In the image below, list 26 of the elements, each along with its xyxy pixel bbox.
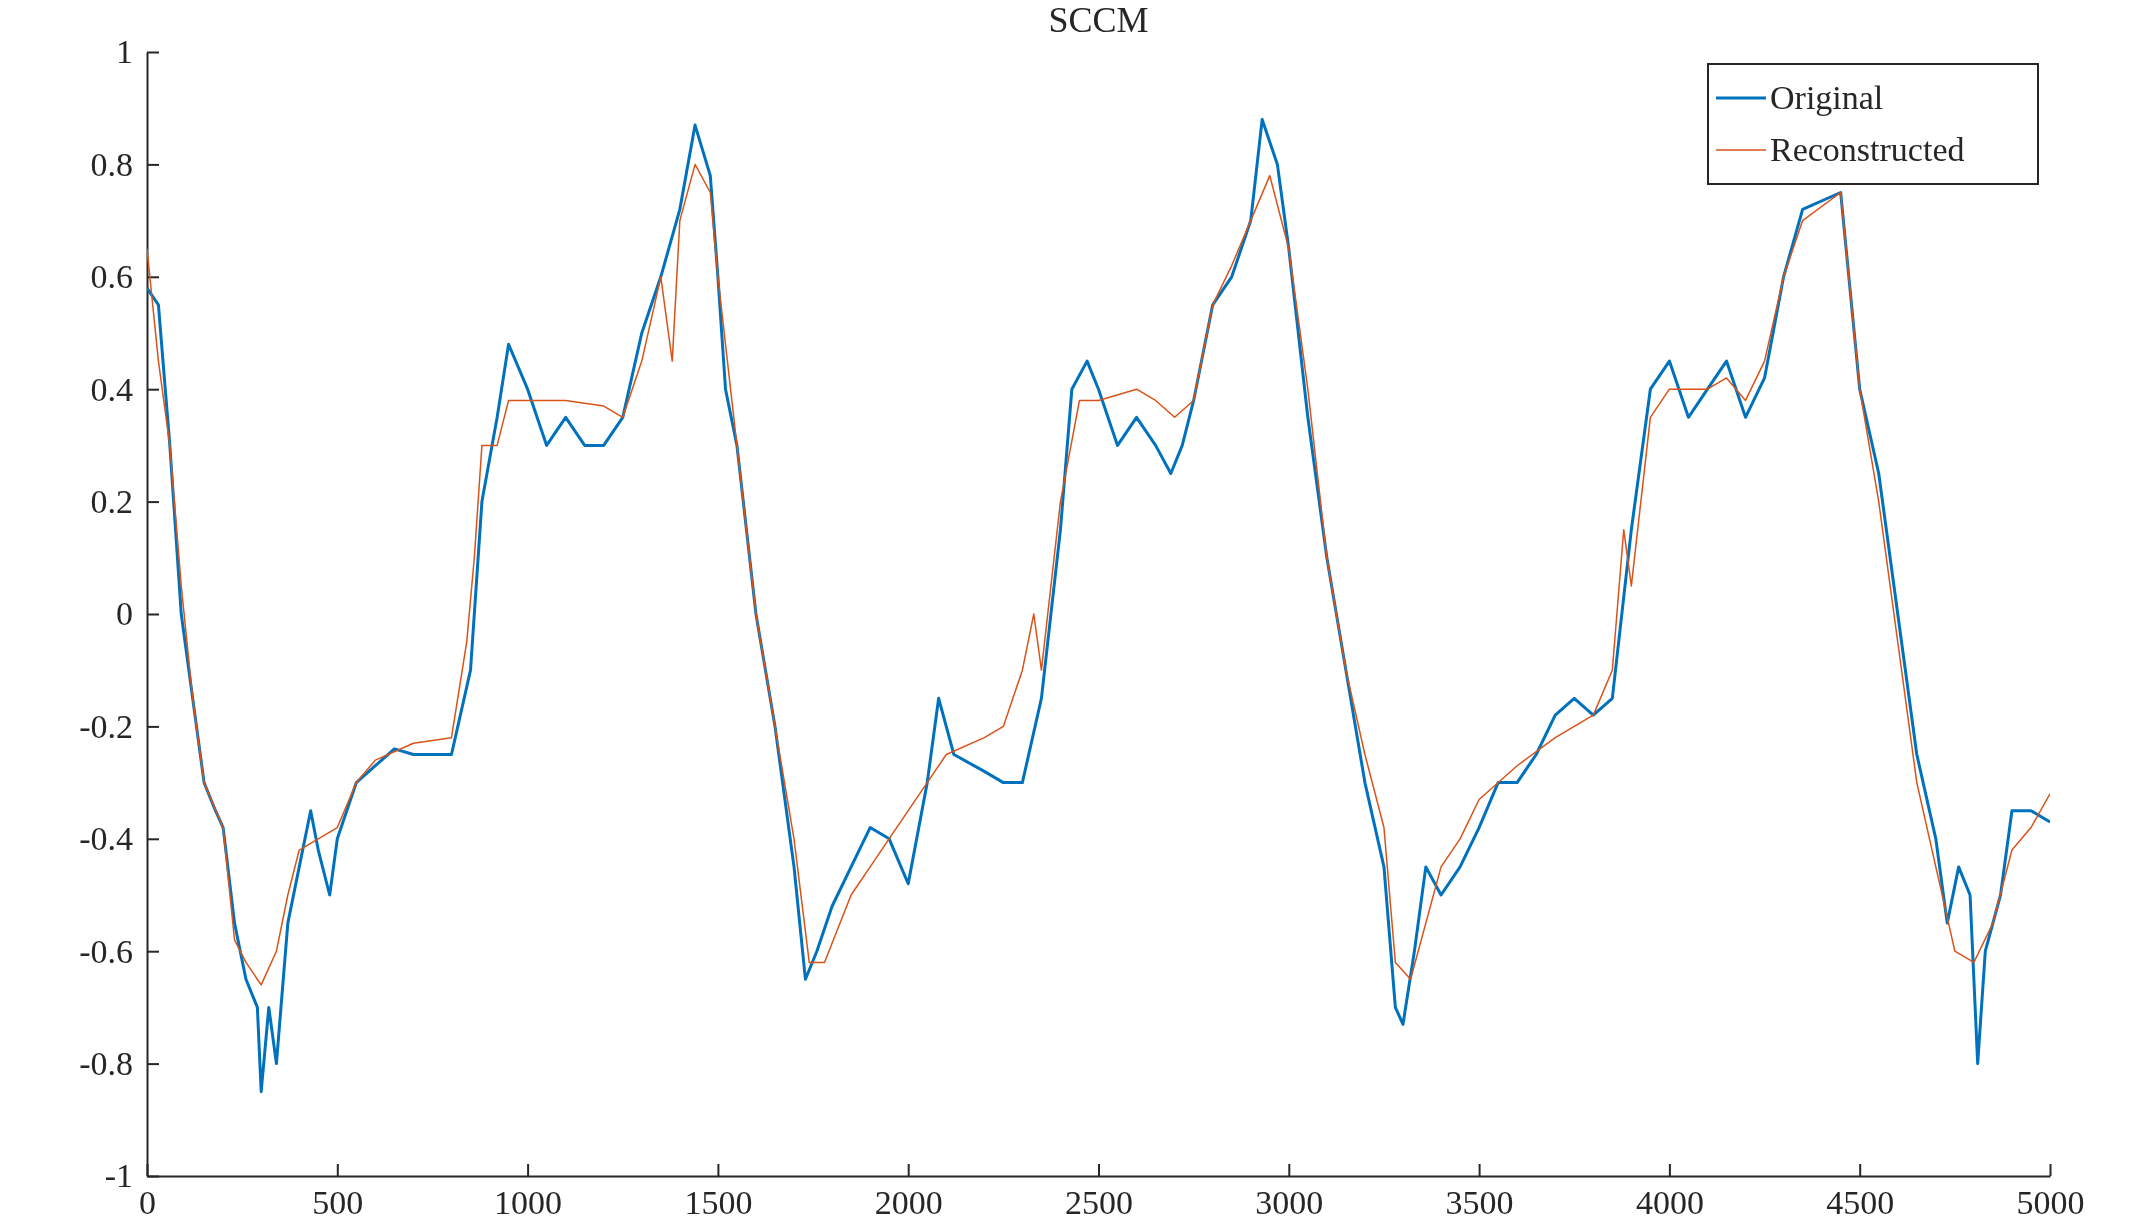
x-tick-label: 3000 bbox=[1255, 1184, 1324, 1222]
x-tick-label: 4000 bbox=[1635, 1184, 1704, 1222]
legend-label: Reconstructed bbox=[1770, 131, 1965, 168]
x-tick-label: 2000 bbox=[874, 1184, 943, 1222]
y-tick-label: -0.8 bbox=[79, 1044, 133, 1082]
x-tick-label: 3500 bbox=[1445, 1184, 1514, 1222]
x-tick-label: 1500 bbox=[684, 1184, 753, 1222]
y-tick-label: 0.2 bbox=[90, 482, 133, 520]
line-series bbox=[147, 163, 2050, 986]
y-tick-label: -0.6 bbox=[79, 932, 133, 970]
x-tick-label: 2500 bbox=[1065, 1184, 1133, 1222]
x-tick-label: 0 bbox=[139, 1184, 156, 1222]
x-tick-label: 4500 bbox=[1826, 1184, 1895, 1222]
legend-label: Original bbox=[1770, 79, 1884, 116]
x-tick-label: 1000 bbox=[494, 1184, 563, 1222]
chart-title: SCCM bbox=[1048, 0, 1149, 40]
x-tick-label: 5000 bbox=[2016, 1184, 2085, 1222]
y-tick-label: 0.6 bbox=[90, 258, 133, 296]
y-tick-label: -0.2 bbox=[79, 707, 133, 745]
y-tick-label: 0 bbox=[116, 595, 133, 633]
y-tick-label: 1 bbox=[116, 33, 133, 71]
y-tick-label: 0.8 bbox=[90, 145, 133, 183]
y-tick-label: 0.4 bbox=[90, 370, 133, 408]
x-tick-label: 500 bbox=[312, 1184, 364, 1222]
y-tick-label: -1 bbox=[104, 1157, 133, 1195]
y-tick-label: -0.4 bbox=[79, 820, 133, 858]
